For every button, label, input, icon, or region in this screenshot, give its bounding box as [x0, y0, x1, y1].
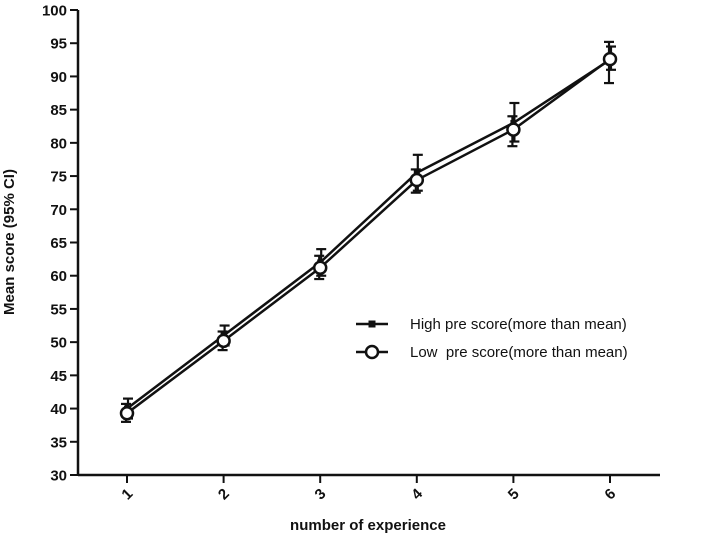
y-tick-label: 50 [50, 335, 67, 352]
x-tick-label: 6 [601, 485, 619, 503]
series-0 [123, 45, 616, 420]
legend-item-low: Low pre score(more than mean) [356, 344, 628, 361]
series-line [126, 58, 611, 410]
data-point-circle [506, 122, 521, 137]
y-tick-label: 95 [50, 36, 67, 53]
legend-label-high: High pre score(more than mean) [410, 316, 627, 333]
y-tick-label: 100 [42, 3, 67, 20]
data-point-circle [409, 172, 425, 188]
axes [76, 10, 660, 477]
data-point-circle [216, 333, 231, 349]
series-layer [119, 40, 618, 423]
y-tick-label: 45 [50, 368, 67, 385]
x-tick-label: 2 [215, 485, 233, 503]
data-point-circle [312, 260, 328, 275]
y-axis-title: Mean score (95% CI) [1, 169, 18, 315]
data-point-circle [602, 51, 618, 67]
y-tick-label: 65 [50, 235, 67, 252]
legend-item-high: High pre score(more than mean) [356, 316, 627, 333]
y-tick-label: 35 [50, 434, 67, 451]
x-axis-ticks: 1 2 3 4 5 6 [118, 475, 619, 503]
legend-marker-circle [364, 344, 380, 360]
y-tick-label: 90 [50, 69, 67, 86]
legend: High pre score(more than mean) Low pre s… [356, 316, 628, 361]
x-tick-label: 3 [312, 485, 330, 503]
y-tick-label: 85 [50, 102, 67, 119]
series-1 [119, 40, 618, 423]
y-tick-label: 40 [50, 401, 67, 418]
legend-label-low: Low pre score(more than mean) [410, 344, 628, 361]
x-tick-label: 1 [118, 485, 136, 503]
series-line [126, 58, 611, 415]
y-tick-label: 60 [50, 268, 67, 285]
y-tick-label: 55 [50, 301, 67, 318]
y-axis-ticks: 30 35 40 45 50 55 60 65 70 75 80 85 90 95 100 [42, 3, 78, 485]
legend-marker-square [368, 320, 376, 328]
x-axis-title: number of experience [290, 517, 446, 534]
data-point-circle [119, 405, 135, 421]
x-tick-label: 5 [505, 485, 523, 503]
y-tick-label: 30 [50, 468, 67, 485]
y-tick-label: 70 [50, 202, 67, 219]
x-tick-label: 4 [408, 485, 426, 503]
y-tick-label: 75 [50, 169, 67, 186]
y-tick-label: 80 [50, 135, 67, 152]
